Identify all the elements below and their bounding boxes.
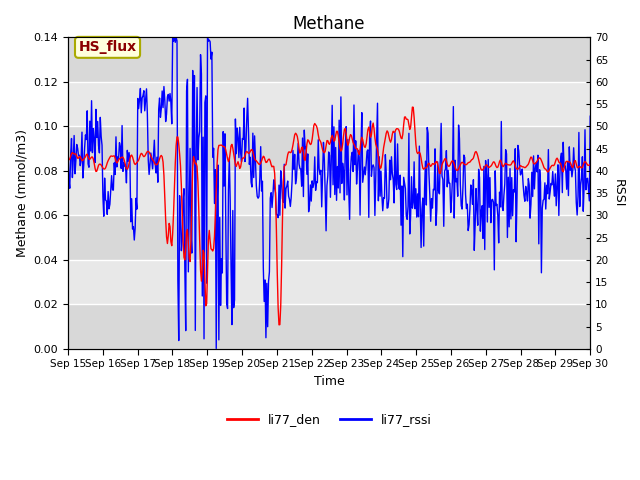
Text: HS_flux: HS_flux: [79, 40, 136, 54]
li77_rssi: [302, 144, 310, 149]
Title: Methane: Methane: [293, 15, 365, 33]
li77_rssi: [157, 114, 164, 120]
li77_den: [301, 157, 309, 163]
li77_den: [459, 160, 467, 166]
li77_den: [586, 162, 594, 168]
Line: li77_den: li77_den: [68, 107, 590, 325]
Line: li77_rssi: li77_rssi: [68, 37, 590, 348]
li77_rssi: [459, 184, 467, 190]
li77_den: [372, 144, 380, 150]
li77_den: [408, 104, 416, 110]
Bar: [68, 37, 590, 82]
li77_rssi: [64, 150, 72, 156]
Legend: li77_den, li77_rssi: li77_den, li77_rssi: [221, 408, 436, 431]
li77_den: [198, 266, 206, 272]
li77_rssi: [199, 134, 207, 140]
li77_rssi: [172, 35, 180, 40]
li77_rssi: [374, 100, 381, 106]
Bar: [68, 126, 590, 171]
li77_rssi: [415, 214, 422, 220]
li77_rssi: [586, 113, 594, 119]
Y-axis label: RSSI: RSSI: [612, 179, 625, 207]
Bar: [68, 216, 590, 260]
li77_den: [157, 154, 164, 159]
li77_den: [415, 150, 422, 156]
Y-axis label: Methane (mmol/m3): Methane (mmol/m3): [15, 129, 28, 257]
li77_den: [275, 322, 283, 328]
li77_rssi: [212, 346, 220, 351]
li77_den: [64, 157, 72, 163]
Bar: [68, 304, 590, 349]
X-axis label: Time: Time: [314, 375, 344, 388]
